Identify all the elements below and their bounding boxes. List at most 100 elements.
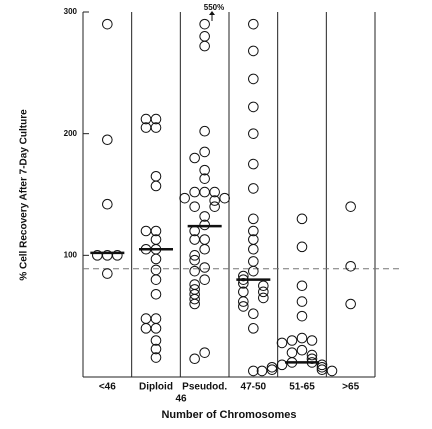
data-point <box>316 359 328 371</box>
data-point <box>209 201 220 212</box>
data-point <box>238 296 249 307</box>
data-point <box>306 349 318 361</box>
data-point <box>199 173 210 184</box>
data-point <box>140 313 152 324</box>
data-point <box>199 18 210 30</box>
data-point <box>276 337 288 349</box>
data-point <box>189 293 200 305</box>
data-point <box>248 213 259 225</box>
data-point <box>199 234 210 245</box>
data-point <box>219 192 230 204</box>
data-point <box>248 365 259 377</box>
data-point <box>345 298 356 310</box>
annotation: 550% <box>204 3 224 12</box>
data-point <box>199 262 210 273</box>
data-point <box>248 18 259 30</box>
x-tick-label: <46 <box>99 382 116 393</box>
data-point <box>150 274 162 285</box>
x-tick-label: 47-50 <box>241 382 267 393</box>
data-point <box>248 101 259 113</box>
data-point <box>199 40 210 52</box>
y-tick-label: 300 <box>64 7 78 16</box>
annotation-arrowhead <box>209 11 215 15</box>
x-group-label: 46 <box>175 394 187 405</box>
y-axis-title: % Cell Recovery After 7-Day Culture <box>19 109 30 281</box>
data-point <box>189 250 200 261</box>
data-point <box>150 352 162 363</box>
data-point <box>150 180 162 192</box>
data-point <box>199 186 210 198</box>
data-point <box>296 344 308 356</box>
data-point <box>150 323 162 334</box>
data-point <box>199 164 210 176</box>
data-point <box>199 31 210 42</box>
data-point <box>189 186 200 198</box>
data-point <box>150 253 162 265</box>
data-point <box>248 256 259 267</box>
data-point <box>258 292 269 304</box>
data-point <box>140 122 152 133</box>
data-point <box>296 241 308 253</box>
data-point <box>296 213 308 225</box>
x-tick-label: 51-65 <box>289 382 315 393</box>
data-point <box>150 313 162 324</box>
data-point <box>238 301 249 312</box>
data-point <box>102 134 113 146</box>
data-point <box>179 192 190 204</box>
data-point <box>266 361 278 373</box>
data-point <box>248 45 259 57</box>
data-point <box>248 265 259 277</box>
y-tick-label: 100 <box>64 250 78 259</box>
data-point <box>140 323 152 334</box>
x-axis-title: Number of Chromosomes <box>161 409 296 421</box>
data-point <box>316 361 328 373</box>
data-point <box>140 225 152 237</box>
data-point <box>189 152 200 164</box>
data-point <box>248 323 259 334</box>
data-point <box>296 296 308 307</box>
data-point <box>248 128 259 139</box>
data-point <box>189 254 200 266</box>
data-point <box>296 280 308 292</box>
data-point <box>286 335 298 346</box>
data-point <box>248 243 259 255</box>
data-point <box>248 183 259 194</box>
data-point <box>92 250 103 261</box>
data-point <box>345 201 356 212</box>
data-point <box>189 353 200 365</box>
data-point <box>258 280 269 292</box>
data-point <box>258 286 269 298</box>
data-point <box>102 268 113 279</box>
data-point <box>326 365 338 377</box>
data-point <box>248 225 259 237</box>
data-point <box>306 335 318 346</box>
x-tick-label: Diploid <box>139 382 173 393</box>
data-point <box>199 274 210 285</box>
data-point <box>296 332 308 344</box>
data-point <box>199 211 210 222</box>
data-point <box>248 73 259 85</box>
data-point <box>150 343 162 355</box>
data-point <box>102 198 113 210</box>
data-point <box>189 234 200 245</box>
data-point <box>209 186 220 198</box>
data-point <box>150 264 162 276</box>
data-point <box>150 170 162 182</box>
data-point <box>199 125 210 137</box>
data-point <box>248 158 259 170</box>
data-point <box>150 288 162 300</box>
data-point <box>150 335 162 346</box>
x-tick-label: >65 <box>342 382 359 393</box>
data-point <box>316 364 328 376</box>
data-point <box>345 260 356 272</box>
data-point <box>189 298 200 310</box>
data-point <box>199 347 210 358</box>
data-point <box>286 347 298 358</box>
data-point <box>266 364 278 376</box>
x-tick-label: Pseudod. <box>182 382 227 393</box>
data-point <box>276 359 288 371</box>
data-point <box>102 18 113 30</box>
data-point <box>256 365 268 377</box>
data-point <box>140 113 152 125</box>
